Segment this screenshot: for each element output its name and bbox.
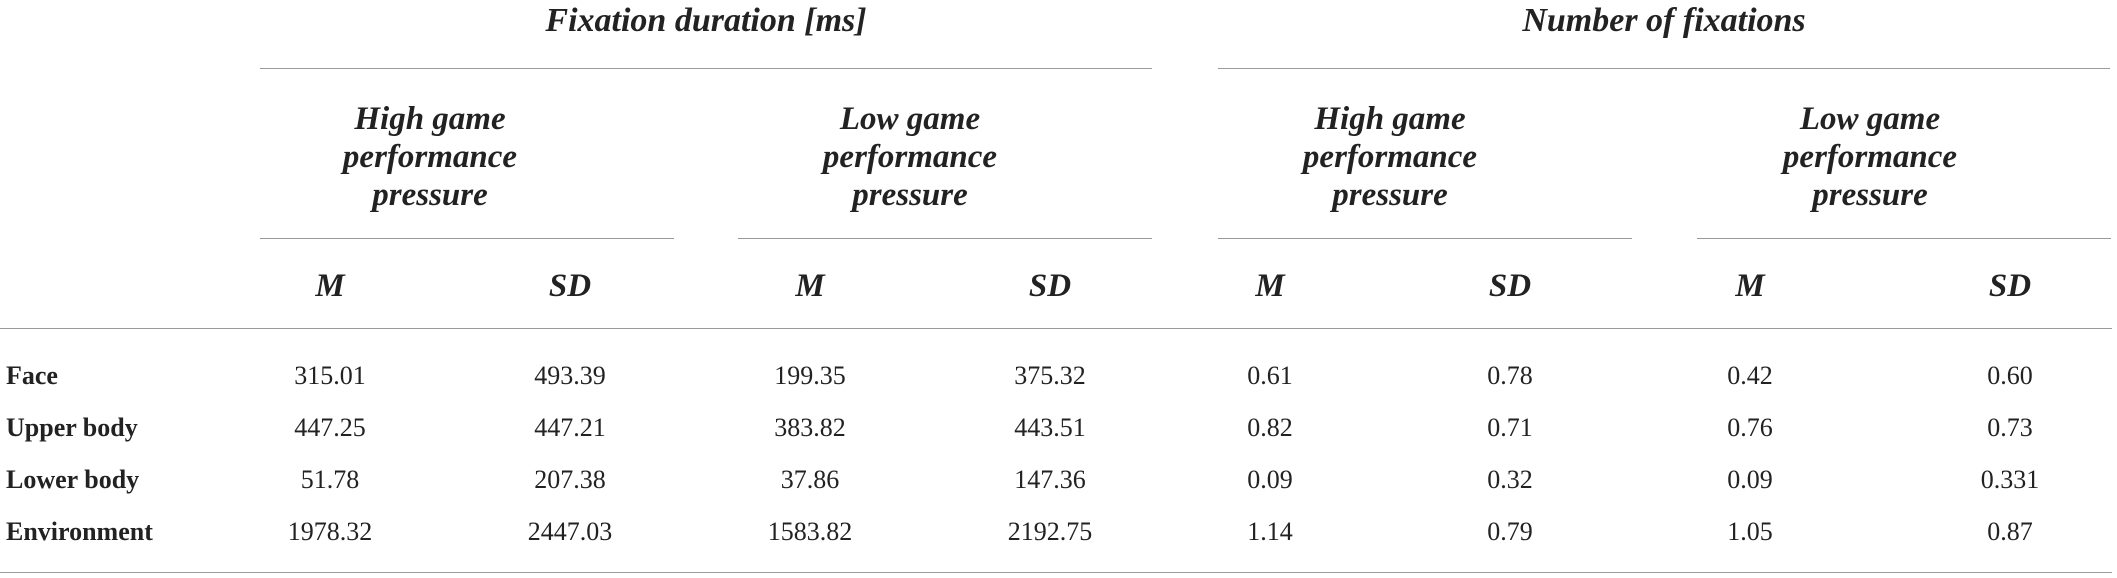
group-header-fixation-duration: Fixation duration [ms] [545,2,867,39]
table-cell: 0.32 [1487,465,1533,494]
bottom-rule [0,572,2112,573]
column-header-sd: SD [1028,268,1072,304]
subgroup-header-fd-low: Low game performance pressure [822,101,998,213]
column-header-sd: SD [1988,268,2032,304]
table-cell: 375.32 [1014,361,1086,390]
subgroup-rule-fd-low [738,238,1152,239]
table-cell: 51.78 [300,465,360,494]
table-cell: 0.09 [1727,465,1773,494]
table-cell: 2447.03 [527,517,613,546]
table-cell: 0.61 [1247,361,1293,390]
table-cell: 0.78 [1487,361,1533,390]
table-cell: 447.21 [534,413,606,442]
table-cell: 147.36 [1014,465,1086,494]
table-cell: 1583.82 [767,517,853,546]
group-rule-number-of-fixations [1218,68,2110,69]
row-label-upper-body: Upper body [6,413,138,442]
row-label-face: Face [6,361,58,390]
table-cell: 0.331 [1980,465,2040,494]
subgroup-rule-nf-low [1697,238,2111,239]
subgroup-header-nf-low: Low game performance pressure [1782,101,1958,213]
column-header-m: M [315,268,345,304]
table-cell: 1978.32 [287,517,373,546]
subgroup-header-nf-high: High game performance pressure [1302,101,1478,213]
row-label-lower-body: Lower body [6,465,140,494]
table-cell: 0.82 [1247,413,1293,442]
table-cell: 0.09 [1247,465,1293,494]
column-header-m: M [795,268,825,304]
table-cell: 0.71 [1487,413,1533,442]
table-cell: 493.39 [534,361,606,390]
table-cell: 199.35 [774,361,846,390]
subgroup-rule-nf-high [1218,238,1632,239]
subgroup-rule-fd-high [260,238,674,239]
table-cell: 37.86 [780,465,840,494]
table-cell: 0.79 [1487,517,1533,546]
column-header-m: M [1735,268,1765,304]
header-rule [0,328,2112,329]
table-cell: 1.05 [1727,517,1773,546]
table-cell: 443.51 [1014,413,1086,442]
table-cell: 0.60 [1987,361,2033,390]
column-header-sd: SD [548,268,592,304]
table-cell: 1.14 [1247,517,1293,546]
column-header-sd: SD [1488,268,1532,304]
table-cell: 2192.75 [1007,517,1093,546]
group-rule-fixation-duration [260,68,1152,69]
table-cell: 0.87 [1987,517,2033,546]
table-cell: 315.01 [294,361,366,390]
table-cell: 0.42 [1727,361,1773,390]
table-cell: 0.76 [1727,413,1773,442]
column-header-m: M [1255,268,1285,304]
table-cell: 383.82 [774,413,846,442]
table-cell: 207.38 [534,465,606,494]
table-cell: 0.73 [1987,413,2033,442]
table-cell: 447.25 [294,413,366,442]
group-header-number-of-fixations: Number of fixations [1522,2,1806,39]
row-label-environment: Environment [6,517,153,546]
subgroup-header-fd-high: High game performance pressure [342,101,518,213]
